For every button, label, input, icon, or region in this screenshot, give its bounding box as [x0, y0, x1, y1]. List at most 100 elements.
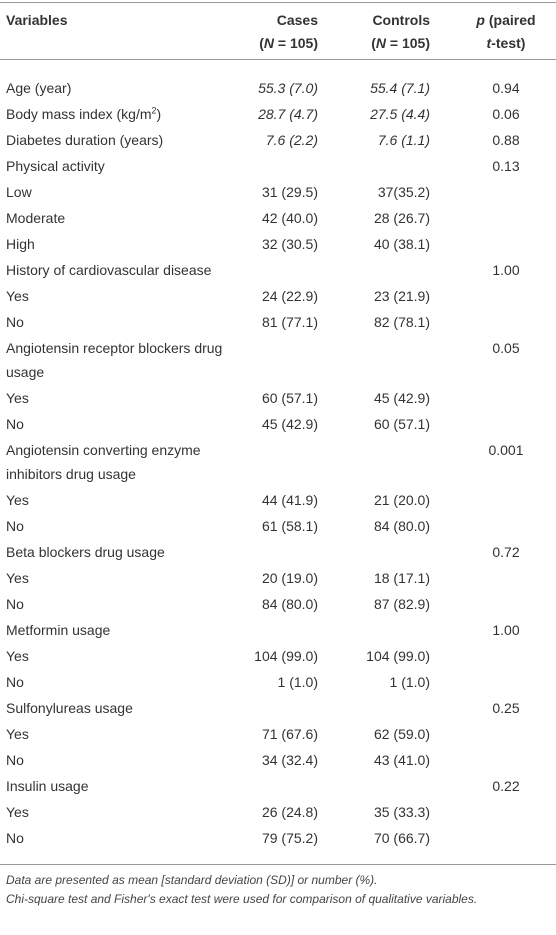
cases-value: 44 (41.9) [261, 492, 318, 508]
table-row: Metformin usage 1.00 [0, 617, 556, 643]
header-text: t [486, 35, 492, 51]
p-cell [432, 385, 556, 411]
cases-value: 104 (99.0) [254, 648, 318, 664]
cases-value: 60 (57.1) [261, 390, 318, 406]
p-cell: 0.06 [432, 101, 556, 127]
controls-cell: 70 (66.7) [320, 825, 432, 865]
table-row: No 84 (80.0) 87 (82.9) [0, 591, 556, 617]
label-cell: Moderate [0, 205, 240, 231]
table-row: Age (year) 55.3 (7.0) 55.4 (7.1) 0.94 [0, 60, 556, 102]
controls-cell [320, 335, 432, 385]
cases-cell [240, 695, 320, 721]
p-value: 0.05 [492, 340, 520, 356]
p-cell: 0.25 [432, 695, 556, 721]
p-cell [432, 643, 556, 669]
controls-value: 55.4 (7.1) [370, 80, 430, 96]
controls-value: 45 (42.9) [373, 390, 430, 406]
p-value: 0.13 [492, 158, 520, 174]
table-row: Yes 44 (41.9) 21 (20.0) [0, 487, 556, 513]
cases-value: 61 (58.1) [261, 518, 318, 534]
label-cell: Metformin usage [0, 617, 240, 643]
row-label: 2 [151, 105, 157, 116]
row-label: No [6, 830, 24, 846]
label-cell: No [0, 747, 240, 773]
cases-cell: 71 (67.6) [240, 721, 320, 747]
label-cell: History of cardiovascular disease [0, 257, 240, 283]
table-row: History of cardiovascular disease 1.00 [0, 257, 556, 283]
row-label: Yes [6, 726, 29, 742]
cases-value: 24 (22.9) [261, 288, 318, 304]
header-cell: p (paired t-test) [432, 3, 556, 60]
cases-value: 81 (77.1) [261, 314, 318, 330]
controls-value: 62 (59.0) [373, 726, 430, 742]
header-text: -test) [491, 35, 526, 51]
controls-cell: 28 (26.7) [320, 205, 432, 231]
controls-cell [320, 153, 432, 179]
controls-cell: 45 (42.9) [320, 385, 432, 411]
p-value: 1.00 [492, 622, 520, 638]
cases-value: 1 (1.0) [277, 674, 318, 690]
controls-value: 1 (1.0) [389, 674, 430, 690]
label-cell: Insulin usage [0, 773, 240, 799]
note: Chi-square test and Fisher's exact test … [6, 892, 478, 906]
p-cell: 0.88 [432, 127, 556, 153]
cases-cell [240, 257, 320, 283]
header-text: Variables [6, 12, 68, 28]
controls-cell [320, 773, 432, 799]
table-row: No 81 (77.1) 82 (78.1) [0, 309, 556, 335]
label-cell: Sulfonylureas usage [0, 695, 240, 721]
row-label: Beta blockers drug usage [6, 544, 165, 560]
table-body: Age (year) 55.3 (7.0) 55.4 (7.1) 0.94 Body m… [0, 60, 556, 865]
p-value: 0.22 [492, 778, 520, 794]
table-row: Physical activity 0.13 [0, 153, 556, 179]
controls-value: 18 (17.1) [373, 570, 430, 586]
table-row: High 32 (30.5) 40 (38.1) [0, 231, 556, 257]
cases-value: 79 (75.2) [261, 830, 318, 846]
cases-value: 45 (42.9) [261, 416, 318, 432]
cases-cell: 26 (24.8) [240, 799, 320, 825]
row-label: No [6, 674, 24, 690]
p-cell [432, 205, 556, 231]
header-text: = 105) [274, 35, 318, 51]
label-cell: Angiotensin converting enzyme inhibitors… [0, 437, 240, 487]
controls-value: 23 (21.9) [373, 288, 430, 304]
row-label: Yes [6, 804, 29, 820]
p-cell [432, 179, 556, 205]
cases-value: 55.3 (7.0) [258, 80, 318, 96]
table-row: Body mass index (kg/m2) 28.7 (4.7) 27.5 (4… [0, 101, 556, 127]
p-cell [432, 283, 556, 309]
header-text: p [476, 12, 485, 28]
table-row: No 61 (58.1) 84 (80.0) [0, 513, 556, 539]
cases-cell: 61 (58.1) [240, 513, 320, 539]
label-cell: Age (year) [0, 60, 240, 102]
row-label: Diabetes duration (years) [6, 132, 164, 148]
p-value: 0.06 [492, 106, 520, 122]
table-row: Yes 24 (22.9) 23 (21.9) [0, 283, 556, 309]
controls-cell: 1 (1.0) [320, 669, 432, 695]
cases-value: 20 (19.0) [261, 570, 318, 586]
header-cell: Variables [0, 3, 240, 60]
controls-value: 87 (82.9) [373, 596, 430, 612]
table-row: No 45 (42.9) 60 (57.1) [0, 411, 556, 437]
cases-cell: 60 (57.1) [240, 385, 320, 411]
header-row: Variables Cases (N = 105) Controls (N = 10… [0, 2, 556, 60]
p-cell [432, 591, 556, 617]
controls-value: 35 (33.3) [373, 804, 430, 820]
row-label: No [6, 752, 24, 768]
row-label: High [6, 236, 35, 252]
controls-cell: 60 (57.1) [320, 411, 432, 437]
table-row: Diabetes duration (years) 7.6 (2.2) 7.6 (1… [0, 127, 556, 153]
controls-cell: 27.5 (4.4) [320, 101, 432, 127]
cases-cell [240, 773, 320, 799]
p-cell: 0.05 [432, 335, 556, 385]
label-cell: No [0, 669, 240, 695]
controls-cell: 21 (20.0) [320, 487, 432, 513]
controls-value: 60 (57.1) [373, 416, 430, 432]
cases-cell [240, 539, 320, 565]
p-cell: 1.00 [432, 617, 556, 643]
p-cell [432, 565, 556, 591]
p-cell [432, 747, 556, 773]
table-row: No 34 (32.4) 43 (41.0) [0, 747, 556, 773]
cases-value: 32 (30.5) [261, 236, 318, 252]
row-label: Angiotensin receptor blockers drug usage [6, 340, 223, 380]
